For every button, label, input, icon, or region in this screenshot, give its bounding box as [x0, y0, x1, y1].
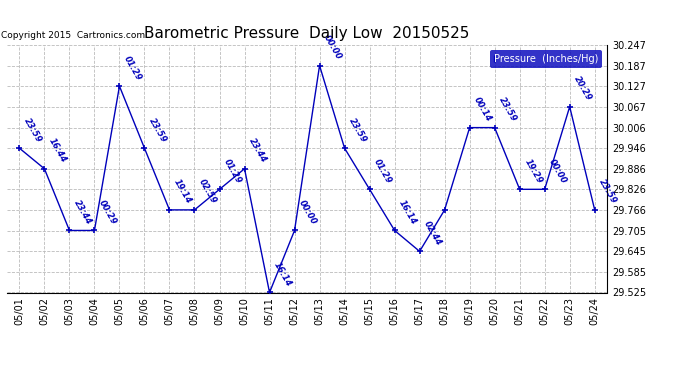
Text: 01:29: 01:29 — [222, 158, 244, 185]
Text: 19:29: 19:29 — [522, 158, 544, 185]
Text: 00:29: 00:29 — [97, 198, 119, 226]
Text: 01:29: 01:29 — [122, 54, 144, 82]
Text: 02:59: 02:59 — [197, 178, 219, 206]
Title: Barometric Pressure  Daily Low  20150525: Barometric Pressure Daily Low 20150525 — [144, 26, 470, 41]
Text: 00:00: 00:00 — [547, 158, 569, 185]
Text: 23:59: 23:59 — [22, 116, 43, 144]
Text: Copyright 2015  Cartronics.com: Copyright 2015 Cartronics.com — [1, 31, 145, 40]
Text: 02:44: 02:44 — [422, 219, 444, 247]
Text: 23:59: 23:59 — [147, 116, 168, 144]
Text: 16:14: 16:14 — [397, 198, 419, 226]
Text: 23:59: 23:59 — [497, 96, 519, 123]
Text: 23:59: 23:59 — [347, 116, 368, 144]
Text: 20:29: 20:29 — [573, 75, 593, 102]
Text: 19:14: 19:14 — [172, 178, 193, 206]
Text: 00:00: 00:00 — [297, 198, 319, 226]
Text: 00:14: 00:14 — [473, 96, 493, 123]
Text: 16:14: 16:14 — [273, 261, 293, 288]
Text: 01:29: 01:29 — [373, 158, 393, 185]
Text: 16:44: 16:44 — [47, 137, 68, 165]
Text: 23:44: 23:44 — [247, 137, 268, 165]
Text: 00:00: 00:00 — [322, 34, 344, 62]
Text: 23:44: 23:44 — [72, 198, 93, 226]
Legend: Pressure  (Inches/Hg): Pressure (Inches/Hg) — [490, 50, 602, 68]
Text: 23:59: 23:59 — [598, 178, 619, 206]
